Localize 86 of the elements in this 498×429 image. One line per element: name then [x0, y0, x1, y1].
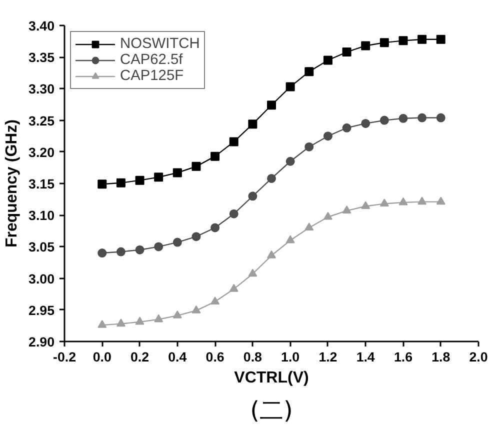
point: [304, 142, 314, 152]
x-tick-label: 1.0: [281, 350, 300, 364]
x-tick-label: 1.6: [394, 350, 412, 364]
x-tick-label: 0.4: [168, 350, 188, 364]
x-tick-label: 0.8: [243, 350, 262, 364]
y-tick-label: 3.40: [28, 18, 55, 34]
point: [342, 48, 352, 57]
point: [418, 196, 427, 205]
point: [323, 212, 332, 220]
y-tick-label: 3.20: [28, 144, 55, 160]
point: [361, 41, 370, 50]
x-tick-label: 1.4: [356, 350, 376, 364]
point: [436, 196, 446, 205]
legend-label: NOSWITCH: [120, 36, 200, 52]
point: [192, 232, 201, 242]
y-tick-label: 2.95: [28, 302, 56, 318]
y-tick-label: 3.30: [28, 82, 55, 97]
x-tick-label: 0.2: [130, 350, 150, 364]
point: [267, 174, 276, 183]
point: [116, 318, 126, 327]
y-tick-label: 3.25: [28, 113, 56, 128]
x-tick-label: 1.8: [432, 350, 450, 364]
point: [398, 197, 408, 206]
point: [98, 180, 107, 189]
point: [154, 172, 164, 182]
point: [248, 268, 258, 277]
point: [172, 168, 182, 178]
point: [248, 120, 258, 129]
point: [286, 156, 295, 166]
point: [135, 245, 144, 254]
y-tick-label: 2.90: [28, 334, 55, 350]
point: [229, 209, 238, 218]
point: [116, 178, 126, 188]
text: (二): [250, 396, 293, 424]
point: [418, 34, 427, 44]
x-tick-label: 0.0: [92, 350, 112, 364]
y-tick-label: 3.05: [28, 240, 56, 255]
x-tick-label: 0.6: [206, 350, 224, 364]
x-tick-label: 1.2: [318, 350, 338, 364]
point: [172, 310, 182, 318]
point: [361, 118, 370, 128]
point: [323, 56, 332, 65]
point: [418, 113, 427, 122]
x-axis-title: VCTRL(V): [234, 370, 309, 386]
point: [436, 113, 446, 122]
point: [192, 305, 201, 314]
point: [154, 314, 164, 322]
point: [304, 67, 314, 76]
y-tick-label: 3.15: [28, 176, 56, 192]
point: [210, 223, 220, 232]
point: [248, 192, 258, 201]
point: [210, 296, 220, 304]
point: [286, 235, 295, 244]
point: [398, 114, 408, 123]
point: [154, 242, 164, 252]
point: [380, 116, 389, 125]
point: [398, 36, 408, 46]
point: [98, 248, 107, 258]
point: [436, 34, 446, 44]
point: [229, 284, 238, 292]
point: [286, 82, 295, 92]
x-tick-label: -0.2: [53, 350, 76, 364]
point: [98, 320, 107, 328]
point: [229, 137, 238, 146]
point: [210, 152, 220, 161]
x-tick-label: 2.0: [469, 350, 488, 364]
point: [361, 201, 370, 210]
point: [380, 38, 389, 48]
point: [135, 176, 144, 185]
y-tick-label: 3.10: [28, 208, 55, 224]
y-axis-title: Frequency (GHz): [4, 119, 21, 248]
point: [116, 247, 126, 256]
point: [267, 250, 276, 258]
y-tick-label: 3.35: [28, 50, 56, 66]
point: [342, 123, 352, 132]
point: [380, 198, 389, 207]
point: [135, 316, 144, 325]
point: [342, 206, 352, 214]
point: [267, 100, 276, 110]
point: [172, 238, 182, 247]
point: [192, 162, 201, 171]
legend-label: CAP62.5f: [120, 52, 183, 68]
y-tick-label: 3.00: [28, 271, 55, 286]
point: [323, 132, 332, 141]
point: [304, 222, 314, 231]
legend-label: CAP125F: [120, 68, 184, 84]
